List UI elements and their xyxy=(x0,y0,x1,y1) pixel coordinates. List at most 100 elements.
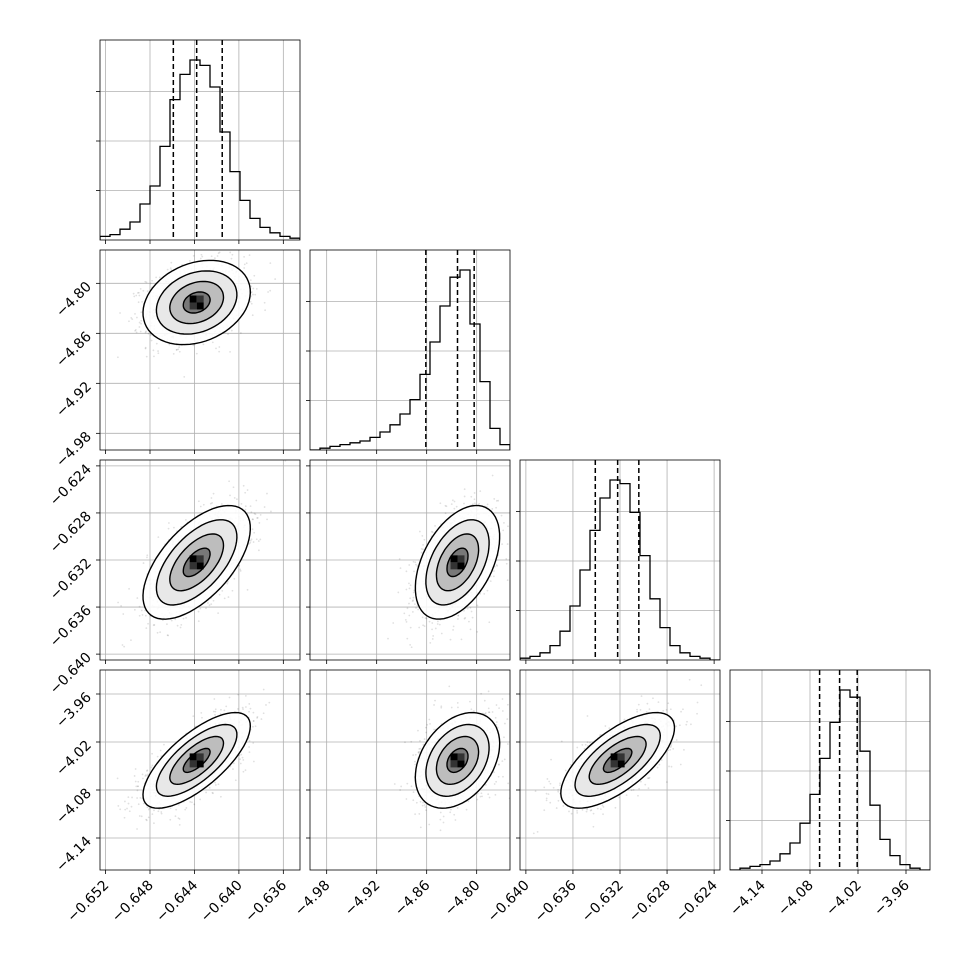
sample-point xyxy=(486,503,489,506)
sample-point xyxy=(174,815,177,818)
sample-point xyxy=(421,616,424,619)
sample-point xyxy=(420,547,423,550)
sample-point xyxy=(176,624,179,627)
sample-point xyxy=(457,614,460,617)
panel-1-1 xyxy=(306,249,511,454)
sample-point xyxy=(178,346,181,349)
sample-point xyxy=(236,498,238,501)
sample-point xyxy=(413,570,415,573)
sample-point xyxy=(177,348,180,351)
sample-point xyxy=(243,263,246,266)
sample-point xyxy=(128,320,130,323)
sample-point xyxy=(175,348,178,351)
sample-point xyxy=(173,526,175,529)
sample-point xyxy=(263,506,266,508)
sample-point xyxy=(252,760,255,763)
sample-point xyxy=(249,707,252,710)
sample-point xyxy=(415,607,417,609)
sample-point xyxy=(440,632,443,635)
sample-point xyxy=(218,350,221,353)
density-peak xyxy=(450,555,458,563)
density-peak xyxy=(457,562,465,570)
sample-point xyxy=(438,623,441,626)
sample-point xyxy=(493,498,496,500)
sample-point xyxy=(246,489,249,491)
sample-point xyxy=(193,803,196,806)
sample-point xyxy=(463,488,466,491)
sample-point xyxy=(502,529,505,532)
sample-point xyxy=(121,644,124,646)
sample-point xyxy=(451,499,454,502)
density-peak xyxy=(189,302,197,310)
sample-point xyxy=(469,607,472,609)
sample-point xyxy=(168,343,171,346)
sample-point xyxy=(469,628,472,631)
sample-point xyxy=(411,600,414,603)
sample-point xyxy=(492,575,495,578)
sample-point xyxy=(135,294,138,297)
sample-point xyxy=(266,518,268,521)
sample-point xyxy=(255,538,258,541)
sample-point xyxy=(432,635,435,637)
sample-point xyxy=(436,623,439,625)
sample-point xyxy=(416,565,419,567)
sample-point xyxy=(151,279,154,282)
sample-point xyxy=(244,505,247,508)
sample-point xyxy=(134,768,137,770)
sample-point xyxy=(142,562,145,564)
sample-point xyxy=(220,708,222,711)
sample-point xyxy=(145,330,147,333)
sample-point xyxy=(455,505,458,508)
sample-point xyxy=(250,291,253,293)
sample-point xyxy=(116,356,119,359)
sample-point xyxy=(259,513,262,516)
sample-point xyxy=(253,512,256,515)
sample-point xyxy=(412,560,415,563)
density-peak xyxy=(189,295,197,303)
sample-point xyxy=(252,293,254,296)
density-peak xyxy=(450,562,458,570)
panel-2-0 xyxy=(96,459,301,664)
sample-point xyxy=(252,720,255,722)
sample-point xyxy=(170,261,173,264)
sample-point xyxy=(463,617,466,620)
y-tick-label: −4.92 xyxy=(53,379,95,421)
y-tick-label: −4.86 xyxy=(53,329,95,371)
sample-point xyxy=(192,254,195,257)
sample-point xyxy=(251,314,254,317)
sample-point xyxy=(256,517,259,519)
sample-point xyxy=(463,502,465,505)
sample-point xyxy=(182,617,185,620)
sample-point xyxy=(215,347,217,350)
sample-point xyxy=(180,623,183,626)
sample-point xyxy=(233,497,236,499)
sample-point xyxy=(157,352,160,355)
sample-point xyxy=(405,588,408,591)
scatter-group xyxy=(117,460,287,648)
sample-point xyxy=(413,589,416,592)
sample-point xyxy=(159,631,162,634)
sample-point xyxy=(130,639,132,642)
sample-point xyxy=(197,620,200,623)
sample-point xyxy=(264,309,267,312)
sample-point xyxy=(239,762,242,765)
sample-point xyxy=(489,580,492,582)
sample-point xyxy=(399,567,402,570)
sample-point xyxy=(457,618,459,620)
sample-point xyxy=(233,577,236,580)
sample-point xyxy=(144,346,147,349)
sample-point xyxy=(142,777,144,780)
sample-point xyxy=(248,254,251,257)
sample-point xyxy=(149,282,152,285)
sample-point xyxy=(131,318,134,321)
sample-point xyxy=(251,528,254,531)
sample-point xyxy=(153,822,155,825)
panel-0-0 xyxy=(96,39,301,244)
sample-point xyxy=(497,499,500,502)
sample-point xyxy=(210,603,213,606)
sample-point xyxy=(230,329,233,332)
sample-point xyxy=(166,268,169,271)
sample-point xyxy=(123,816,126,819)
sample-point xyxy=(430,530,433,533)
sample-point xyxy=(199,798,202,801)
